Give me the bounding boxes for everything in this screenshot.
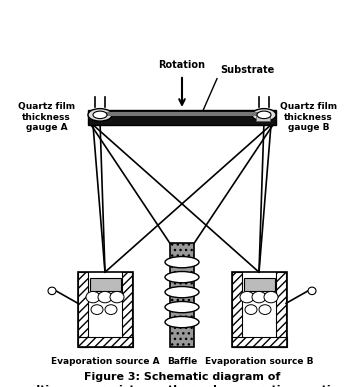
Ellipse shape (93, 111, 107, 118)
Ellipse shape (98, 291, 112, 303)
Text: Evaporation source B: Evaporation source B (205, 357, 313, 366)
Ellipse shape (257, 111, 271, 118)
Ellipse shape (264, 291, 278, 303)
Ellipse shape (308, 287, 316, 295)
Bar (232, 272, 287, 347)
Ellipse shape (165, 301, 199, 313)
Ellipse shape (240, 291, 254, 303)
Ellipse shape (165, 257, 199, 268)
Ellipse shape (110, 291, 124, 303)
Ellipse shape (105, 305, 117, 315)
Bar (78, 272, 88, 347)
Bar (232, 337, 287, 347)
Ellipse shape (252, 109, 276, 121)
Bar (78, 272, 133, 347)
Ellipse shape (165, 272, 199, 283)
Bar (78, 337, 133, 347)
Ellipse shape (86, 291, 100, 303)
Text: Baffle: Baffle (167, 357, 197, 366)
Ellipse shape (91, 305, 103, 315)
Text: Evaporation source A: Evaporation source A (51, 357, 159, 366)
Ellipse shape (88, 109, 112, 121)
Bar (256, 112, 270, 121)
Ellipse shape (245, 305, 257, 315)
Text: multi-source resistance thermal evaporation coating: multi-source resistance thermal evaporat… (17, 385, 347, 387)
Text: Figure 3: Schematic diagram of: Figure 3: Schematic diagram of (84, 372, 280, 382)
Bar (244, 278, 275, 291)
Ellipse shape (48, 287, 56, 295)
Bar (170, 243, 194, 347)
Bar (232, 272, 242, 347)
Ellipse shape (252, 291, 266, 303)
Text: Rotation: Rotation (158, 60, 206, 70)
Bar (88, 110, 276, 125)
Text: Quartz film
thickness
gauge A: Quartz film thickness gauge A (18, 103, 75, 132)
Ellipse shape (165, 317, 199, 328)
Bar (122, 272, 132, 347)
Ellipse shape (259, 305, 271, 315)
Bar (94, 112, 270, 116)
Text: Substrate: Substrate (220, 65, 274, 75)
Bar (90, 278, 121, 291)
Bar (276, 272, 286, 347)
Text: Quartz film
thickness
gauge B: Quartz film thickness gauge B (280, 103, 337, 132)
Ellipse shape (165, 286, 199, 298)
